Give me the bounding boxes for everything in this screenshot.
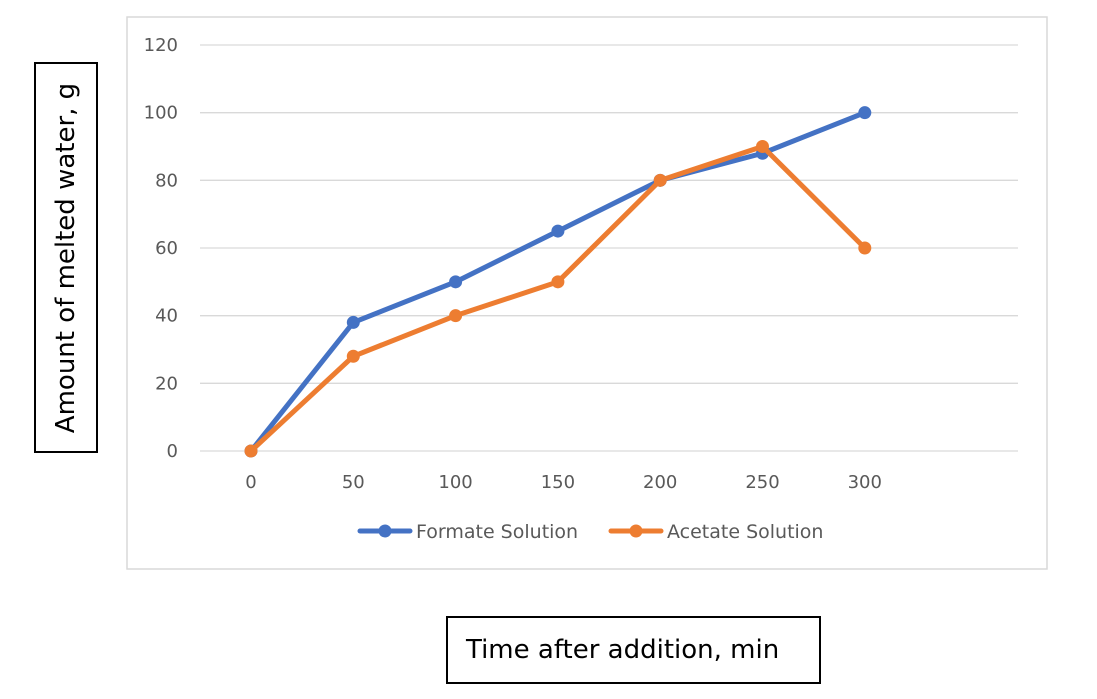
y-tick-label: 120 — [144, 35, 178, 56]
acetate-solution-point — [858, 241, 872, 255]
acetate-solution-point — [449, 309, 463, 323]
y-tick-label: 0 — [167, 441, 178, 462]
x-tick-label: 0 — [245, 472, 256, 493]
x-tick-label: 50 — [342, 472, 365, 493]
acetate-solution-point — [756, 140, 769, 153]
formate-solution-point — [551, 224, 565, 238]
y-tick-label: 100 — [144, 103, 178, 124]
x-axis-ticks: 0 50 100 150 200 250 300 — [245, 472, 882, 493]
y-tick-label: 40 — [155, 306, 178, 327]
x-tick-label: 300 — [848, 472, 882, 493]
x-axis-label-box: Time after addition, min — [446, 616, 821, 684]
formate-solution-point — [346, 315, 360, 329]
chart-area — [126, 16, 1048, 570]
acetate-solution-legend-marker — [629, 524, 643, 538]
formate-solution-point — [858, 106, 872, 120]
y-axis-label: Amount of melted water, g — [51, 82, 81, 433]
y-tick-label: 80 — [155, 170, 178, 191]
y-tick-label: 20 — [155, 373, 178, 394]
x-tick-label: 100 — [438, 472, 472, 493]
acetate-solution-point — [346, 349, 360, 363]
acetate-solution-point — [653, 173, 667, 187]
x-tick-label: 250 — [745, 472, 779, 493]
acetate-solution-legend-label: Acetate Solution — [667, 521, 823, 543]
formate-solution-legend-marker — [378, 524, 392, 538]
x-tick-label: 200 — [643, 472, 677, 493]
y-tick-label: 60 — [155, 238, 178, 259]
x-tick-label: 150 — [541, 472, 575, 493]
formate-solution-point — [449, 275, 463, 289]
y-axis-label-box: Amount of melted water, g — [34, 62, 98, 453]
series — [244, 106, 872, 458]
formate-solution-legend-label: Formate Solution — [416, 521, 578, 543]
acetate-solution-point — [244, 444, 258, 458]
legend: Formate Solution Acetate Solution — [357, 521, 823, 543]
acetate-solution-point — [551, 275, 565, 289]
y-axis-ticks: 0 20 40 60 80 100 120 — [144, 35, 178, 462]
x-axis-label: Time after addition, min — [466, 635, 780, 665]
gridlines — [200, 44, 1018, 452]
